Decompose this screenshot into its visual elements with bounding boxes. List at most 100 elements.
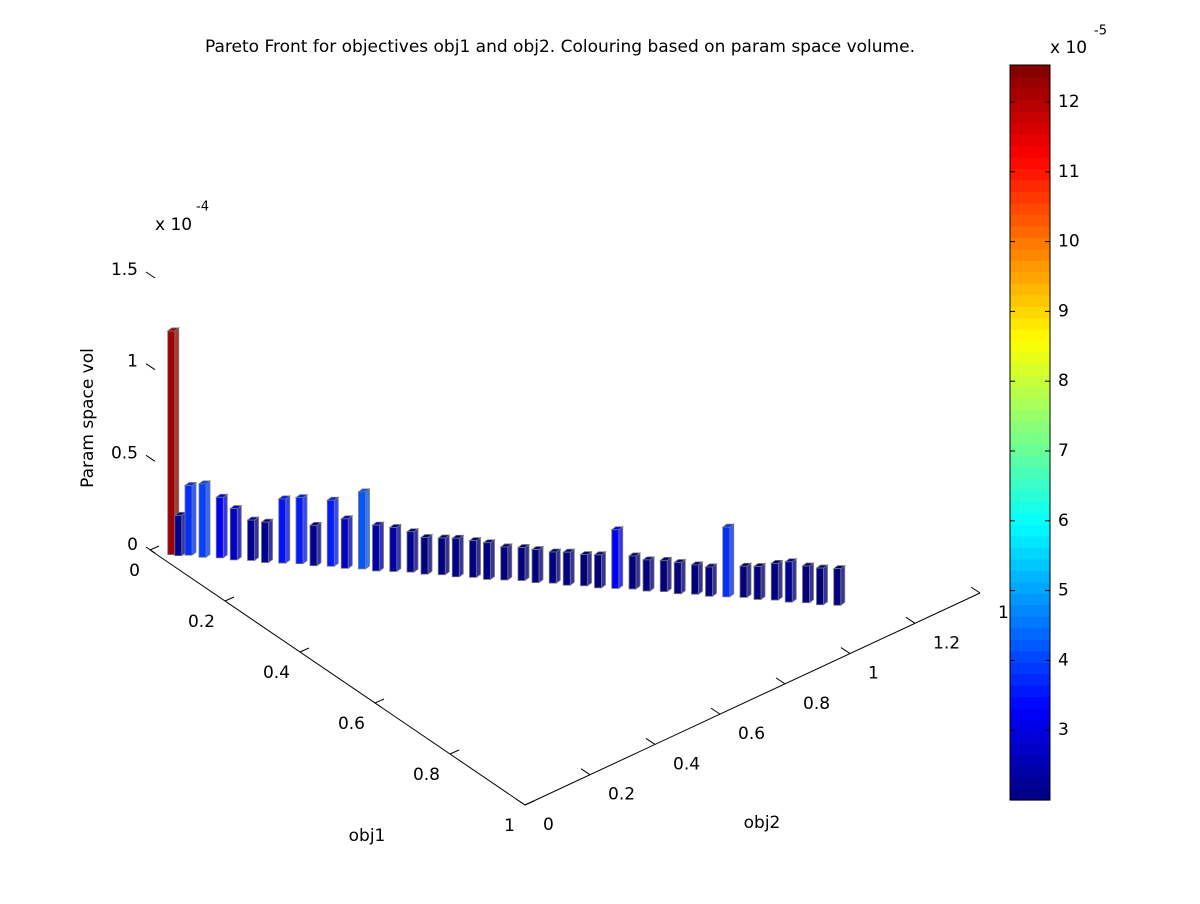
z-exponent-power: -4	[196, 200, 209, 215]
colorbar-swatch	[1010, 627, 1050, 640]
bar-side	[791, 557, 797, 603]
colorbar-swatch	[1010, 581, 1050, 594]
bar	[340, 518, 349, 569]
bar-side	[698, 561, 703, 596]
z-axis-label: Param space vol	[78, 348, 98, 488]
y-tick	[515, 798, 526, 806]
colorbar-swatch	[1010, 225, 1050, 238]
bar-side	[236, 504, 242, 561]
y-tick	[775, 677, 786, 685]
bar	[326, 499, 335, 567]
bar	[659, 560, 668, 592]
x-axis-line	[149, 549, 526, 806]
colorbar-swatch	[1010, 214, 1050, 227]
colorbar-swatch	[1010, 662, 1050, 675]
colorbar-swatch	[1010, 696, 1050, 709]
y-tick-label: 1	[868, 664, 879, 684]
colorbar-swatch	[1010, 708, 1050, 721]
x-tick	[299, 647, 310, 653]
bar-side	[254, 516, 259, 562]
y-tick	[645, 738, 656, 745]
bar	[389, 527, 398, 572]
bar	[611, 529, 620, 589]
bar-side	[555, 548, 561, 584]
x-tick-label: 0.6	[338, 714, 365, 734]
x-tick	[374, 698, 385, 704]
colorbar-tick-label: 12	[1058, 92, 1080, 112]
colorbar-swatch	[1010, 340, 1050, 353]
colorbar-swatch	[1010, 202, 1050, 215]
colorbar-swatch	[1010, 604, 1050, 617]
colorbar-tick-label: 3	[1058, 720, 1069, 740]
colorbar-swatch	[1010, 133, 1050, 146]
bar-side	[302, 493, 308, 565]
colorbar-swatch	[1010, 156, 1050, 169]
bar	[406, 531, 415, 573]
bar	[174, 514, 183, 557]
bar-side	[524, 543, 530, 582]
z-exponent-label: x 10	[155, 215, 192, 235]
bar	[247, 519, 255, 561]
bar-side	[760, 562, 766, 601]
x-tick-label: 0	[129, 561, 140, 581]
bar	[420, 537, 429, 575]
colorbar-swatch	[1010, 742, 1050, 755]
bar-side	[347, 515, 353, 570]
bar	[816, 567, 824, 606]
bar	[295, 497, 304, 565]
bar	[261, 521, 269, 563]
colorbar-swatch	[1010, 639, 1050, 652]
colorbar-swatch	[1010, 731, 1050, 744]
colorbar-swatch	[1010, 122, 1050, 135]
y-tick	[840, 647, 851, 654]
colorbar-swatch	[1010, 386, 1050, 399]
bar-side	[427, 533, 433, 575]
colorbar-swatch	[1010, 421, 1050, 434]
bar-side	[205, 480, 211, 559]
colorbar-swatch	[1010, 248, 1050, 261]
colorbar-swatch	[1010, 754, 1050, 767]
colorbar-swatch	[1010, 466, 1050, 480]
bar	[229, 508, 238, 561]
colorbar-swatch	[1010, 99, 1050, 112]
bar-side	[444, 534, 450, 576]
z-tick	[145, 546, 156, 554]
colorbar-swatch	[1010, 191, 1050, 204]
bar-side	[569, 548, 575, 587]
bar	[628, 555, 637, 590]
colorbar-swatch	[1010, 524, 1050, 537]
colorbar-swatch	[1010, 260, 1050, 273]
bar-side	[191, 481, 197, 556]
bar-side	[333, 496, 339, 568]
colorbar-swatch	[1010, 501, 1050, 514]
bar-side	[222, 493, 228, 559]
colorbar-swatch	[1010, 650, 1050, 663]
z-tick-label: 0.5	[111, 443, 138, 463]
bar	[705, 566, 713, 597]
colorbar-exponent-label: x 10	[1050, 38, 1087, 58]
colorbar-tick-label: 4	[1058, 650, 1069, 670]
colorbar-swatch	[1010, 317, 1050, 330]
colorbar-swatch	[1010, 777, 1050, 790]
bar	[673, 562, 682, 595]
bar	[437, 537, 446, 576]
bar	[562, 551, 571, 586]
bar-side	[729, 523, 735, 598]
bar-side	[618, 525, 624, 590]
colorbar-swatch	[1010, 685, 1050, 698]
bar	[802, 565, 810, 604]
colorbar-swatch	[1010, 145, 1050, 158]
bar	[483, 542, 491, 580]
colorbar-swatch	[1010, 788, 1050, 801]
y-tick	[905, 616, 916, 624]
colorbar-exponent-power: -5	[1094, 24, 1107, 39]
bar	[469, 540, 477, 578]
colorbar-frame	[1009, 64, 1051, 801]
bar	[580, 554, 588, 587]
bar	[198, 483, 207, 558]
y-tick	[970, 586, 981, 594]
x-tick-label: 0.2	[188, 612, 215, 632]
chart-title: Pareto Front for objectives obj1 and obj…	[205, 37, 915, 57]
bar	[309, 524, 318, 567]
